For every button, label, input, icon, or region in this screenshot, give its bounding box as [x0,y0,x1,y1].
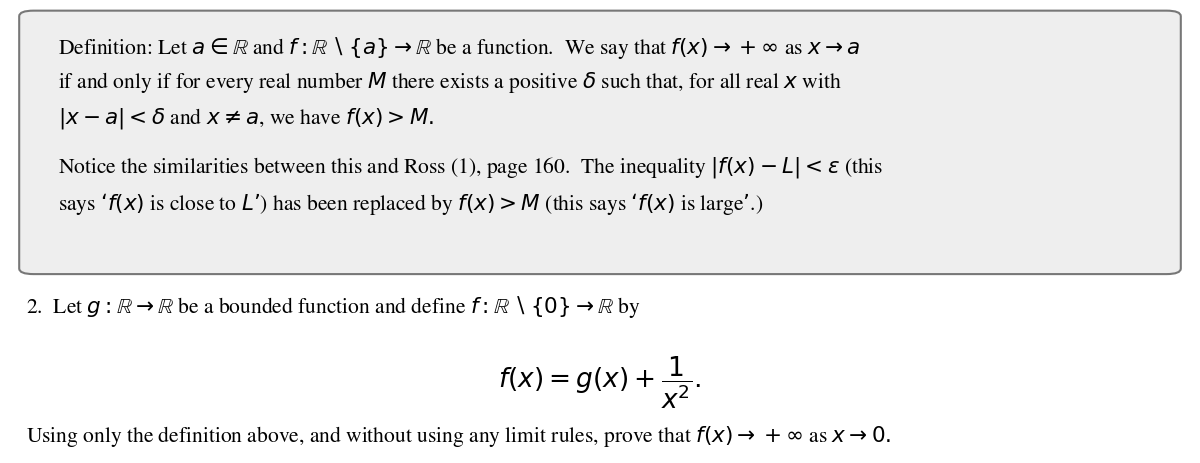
Text: $|x - a| < \delta$ and $x \neq a$, we have $f(x) > M.$: $|x - a| < \delta$ and $x \neq a$, we ha… [58,106,433,131]
Text: if and only if for every real number $M$ there exists a positive $\delta$ such t: if and only if for every real number $M$… [58,70,841,95]
Text: 2.  Let $g : \mathbb{R} \to \mathbb{R}$ be a bounded function and define $f : \m: 2. Let $g : \mathbb{R} \to \mathbb{R}$ b… [26,294,641,320]
Text: says ‘$f(x)$ is close to $L$’) has been replaced by $f(x) > M$ (this says ‘$f(x): says ‘$f(x)$ is close to $L$’) has been … [58,191,763,217]
Text: Using only the definition above, and without using any limit rules, prove that $: Using only the definition above, and wit… [26,424,892,449]
Text: Notice the similarities between this and Ross (1), page 160.  The inequality $|f: Notice the similarities between this and… [58,155,883,180]
Text: $f(x) = g(x) + \dfrac{1}{x^2}.$: $f(x) = g(x) + \dfrac{1}{x^2}.$ [498,354,702,411]
Text: Definition: Let $a \in \mathbb{R}$ and $f : \mathbb{R} \setminus \{a\} \to \math: Definition: Let $a \in \mathbb{R}$ and $… [58,35,860,61]
